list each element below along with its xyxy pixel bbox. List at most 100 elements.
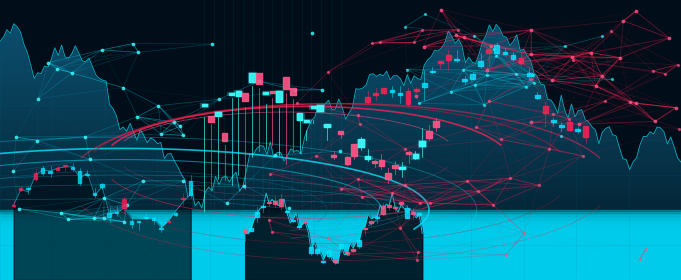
Bar bbox=[0, 61, 681, 64]
Bar bbox=[115, 211, 118, 213]
Bar bbox=[208, 116, 214, 122]
Bar bbox=[0, 149, 681, 151]
Bar bbox=[159, 228, 163, 229]
Point bbox=[544, 146, 555, 151]
Bar bbox=[0, 265, 681, 267]
Bar bbox=[351, 144, 357, 156]
Bar bbox=[0, 80, 681, 82]
Bar bbox=[48, 171, 52, 173]
Bar bbox=[256, 73, 262, 84]
Bar bbox=[0, 81, 681, 84]
Point bbox=[567, 55, 577, 59]
Point bbox=[606, 29, 617, 34]
Bar bbox=[418, 140, 426, 147]
Bar bbox=[0, 153, 681, 155]
Bar bbox=[33, 172, 37, 179]
Bar bbox=[0, 217, 681, 280]
Bar bbox=[0, 235, 681, 280]
Bar bbox=[0, 165, 681, 168]
Bar bbox=[321, 261, 325, 262]
Bar bbox=[0, 50, 681, 52]
Bar bbox=[311, 106, 316, 108]
Bar bbox=[317, 105, 323, 111]
Bar bbox=[519, 58, 524, 63]
Point bbox=[525, 77, 536, 81]
Bar bbox=[263, 92, 268, 94]
Point bbox=[52, 67, 63, 71]
Bar bbox=[0, 175, 681, 177]
Bar bbox=[0, 248, 681, 250]
Bar bbox=[0, 215, 681, 280]
Bar bbox=[255, 212, 259, 217]
Point bbox=[625, 100, 636, 105]
Point bbox=[270, 153, 281, 157]
Bar bbox=[0, 261, 681, 263]
Bar bbox=[290, 88, 296, 95]
Bar bbox=[0, 44, 681, 47]
Point bbox=[418, 44, 429, 49]
Bar bbox=[285, 211, 289, 212]
Point bbox=[118, 85, 129, 90]
Bar bbox=[503, 52, 507, 54]
Bar bbox=[0, 190, 681, 192]
Bar bbox=[417, 213, 421, 215]
Bar bbox=[471, 74, 475, 79]
Bar bbox=[276, 91, 282, 102]
Bar bbox=[0, 270, 681, 272]
Bar bbox=[462, 79, 467, 81]
Bar bbox=[0, 126, 681, 129]
Bar bbox=[297, 113, 302, 120]
Bar bbox=[27, 188, 30, 189]
Bar bbox=[433, 121, 439, 127]
Bar bbox=[0, 137, 681, 140]
Bar bbox=[438, 61, 443, 63]
Bar bbox=[19, 188, 22, 190]
Bar bbox=[0, 59, 681, 62]
Bar bbox=[494, 45, 499, 53]
Bar bbox=[93, 193, 96, 195]
Bar bbox=[323, 124, 331, 127]
Bar bbox=[303, 221, 306, 222]
Bar bbox=[0, 72, 681, 75]
Bar bbox=[215, 112, 221, 116]
Point bbox=[283, 206, 294, 211]
Point bbox=[353, 113, 364, 118]
Bar bbox=[454, 59, 459, 60]
Point bbox=[253, 79, 264, 84]
Bar bbox=[0, 106, 681, 108]
Bar bbox=[0, 269, 681, 280]
Point bbox=[471, 125, 482, 130]
Bar bbox=[0, 39, 681, 41]
Point bbox=[401, 67, 412, 72]
Bar bbox=[0, 214, 681, 216]
Point bbox=[472, 189, 483, 194]
Bar bbox=[0, 169, 681, 172]
Bar bbox=[478, 61, 483, 66]
Bar bbox=[0, 29, 681, 32]
Bar bbox=[567, 122, 572, 130]
Bar bbox=[0, 245, 681, 280]
Bar bbox=[0, 263, 681, 280]
Bar bbox=[0, 240, 681, 280]
Point bbox=[596, 73, 607, 78]
Point bbox=[353, 177, 364, 181]
Point bbox=[556, 133, 567, 138]
Bar bbox=[0, 177, 681, 179]
Point bbox=[395, 225, 406, 230]
Bar bbox=[309, 105, 317, 109]
Bar bbox=[365, 156, 370, 159]
Bar bbox=[0, 76, 681, 78]
Point bbox=[488, 203, 498, 207]
Point bbox=[491, 53, 502, 58]
Bar bbox=[0, 263, 681, 265]
Bar bbox=[527, 73, 532, 76]
Bar bbox=[85, 174, 89, 175]
Bar bbox=[551, 120, 556, 122]
Bar bbox=[0, 218, 681, 220]
Bar bbox=[0, 236, 681, 280]
Point bbox=[375, 40, 385, 45]
Bar bbox=[0, 254, 681, 280]
Point bbox=[121, 203, 132, 207]
Point bbox=[33, 96, 44, 101]
Bar bbox=[0, 154, 681, 157]
